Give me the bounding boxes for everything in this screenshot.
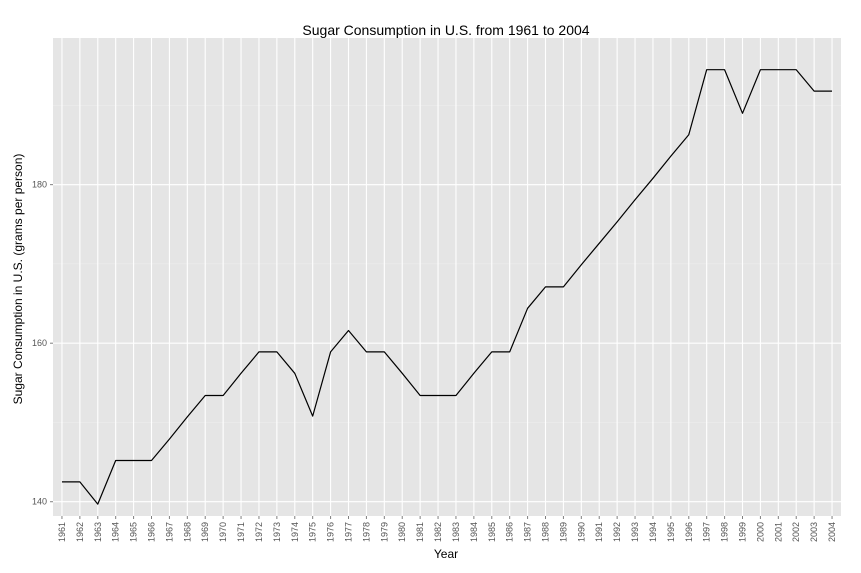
x-tick-label: 1974	[290, 522, 300, 542]
x-tick-label: 1979	[379, 522, 389, 542]
x-tick-label: 1970	[218, 522, 228, 542]
y-axis: 140 160 180	[32, 180, 53, 507]
x-tick-label: 1963	[93, 522, 103, 542]
x-tick-label: 1983	[451, 522, 461, 542]
x-tick-label: 1981	[415, 522, 425, 542]
y-tick-label: 160	[32, 338, 47, 348]
x-tick-label: 1962	[75, 522, 85, 542]
x-tick-label: 1985	[487, 522, 497, 542]
x-tick-label: 1984	[469, 522, 479, 542]
x-tick-label: 1995	[666, 522, 676, 542]
minor-gridlines	[53, 105, 841, 423]
chart-title: Sugar Consumption in U.S. from 1961 to 2…	[302, 22, 589, 38]
x-tick-label: 1966	[147, 522, 157, 542]
x-tick-label: 1990	[576, 522, 586, 542]
x-tick-label: 1993	[630, 522, 640, 542]
plot-panel	[53, 38, 841, 516]
x-axis: 1961 1962 1963 1964 1965 1966 1967 1968 1969 1970…	[57, 516, 837, 542]
x-tick-label: 1973	[272, 522, 282, 542]
x-tick-label: 1987	[523, 522, 533, 542]
y-tick-label: 140	[32, 497, 47, 507]
x-tick-label: 1971	[236, 522, 246, 542]
x-tick-label: 1982	[433, 522, 443, 542]
x-tick-label: 1999	[738, 522, 748, 542]
x-tick-label: 1996	[684, 522, 694, 542]
series-line	[61, 69, 833, 505]
plot-area	[53, 38, 841, 516]
x-tick-label: 2002	[791, 522, 801, 542]
x-tick-label: 2003	[809, 522, 819, 542]
x-tick-label: 1961	[57, 522, 67, 542]
x-tick-label: 1967	[164, 522, 174, 542]
x-tick-label: 1978	[361, 522, 371, 542]
x-tick-label: 1972	[254, 522, 264, 542]
major-gridlines	[53, 38, 841, 516]
y-tick-label: 180	[32, 180, 47, 190]
x-tick-label: 1975	[308, 522, 318, 542]
x-tick-label: 1976	[326, 522, 336, 542]
x-tick-label: 1986	[505, 522, 515, 542]
x-tick-label: 1969	[200, 522, 210, 542]
x-tick-label: 2000	[755, 522, 765, 542]
series-layer	[61, 69, 833, 505]
x-tick-label: 1994	[648, 522, 658, 542]
x-tick-label: 1997	[702, 522, 712, 542]
x-tick-label: 1965	[129, 522, 139, 542]
x-tick-label: 1988	[541, 522, 551, 542]
x-axis-title: Year	[434, 547, 458, 561]
x-tick-label: 1977	[344, 522, 354, 542]
x-tick-label: 2004	[827, 522, 837, 542]
x-tick-label: 1989	[558, 522, 568, 542]
y-axis-title: Sugar Consumption in U.S. (grams per per…	[11, 154, 25, 405]
x-tick-label: 1980	[397, 522, 407, 542]
x-tick-label: 1964	[111, 522, 121, 542]
x-tick-label: 2001	[773, 522, 783, 542]
x-tick-label: 1992	[612, 522, 622, 542]
x-tick-label: 1991	[594, 522, 604, 542]
x-tick-label: 1998	[720, 522, 730, 542]
x-tick-label: 1968	[182, 522, 192, 542]
